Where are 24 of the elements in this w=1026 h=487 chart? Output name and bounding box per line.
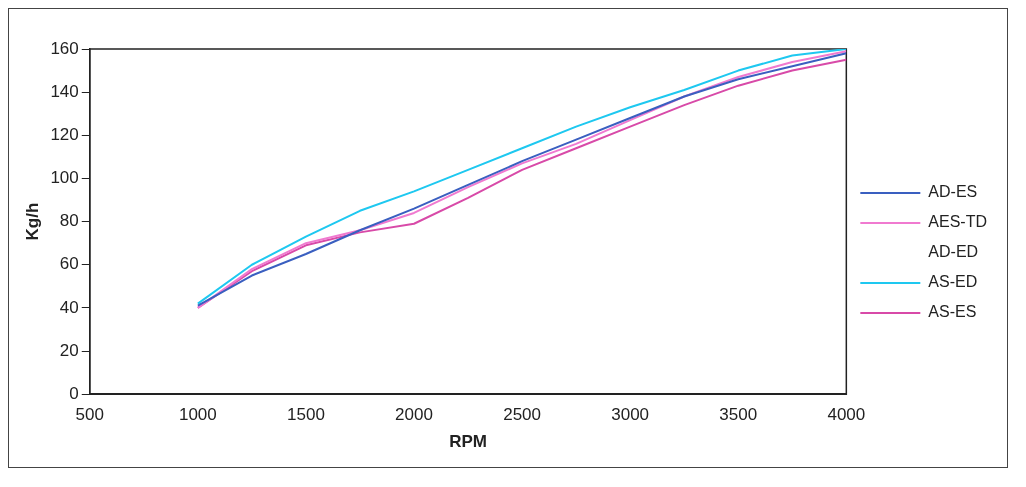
legend-label: AS-ES: [928, 303, 977, 321]
text: AD-ED: [928, 243, 979, 261]
y-tick-label: 60: [59, 254, 79, 274]
y-tick-label: 20: [59, 340, 79, 360]
y-tick-label: 40: [59, 297, 79, 317]
x-tick-label: 1500: [287, 405, 325, 425]
x-tick-label: 2500: [503, 405, 541, 425]
y-tick-label: 160: [50, 38, 79, 58]
legend-label: AS-ED: [928, 273, 978, 291]
x-tick-label: 3000: [611, 405, 650, 425]
x-tick-label: 3500: [719, 405, 758, 425]
y-tick-label: 140: [50, 81, 79, 101]
x-tick-label: 4000: [827, 405, 866, 425]
legend-label: AD-ES: [928, 183, 978, 201]
y-tick-label: 0: [69, 383, 79, 403]
y-tick-label: 100: [50, 168, 79, 188]
y-axis-title: Kg/h: [22, 202, 42, 241]
x-tick-label: 500: [75, 405, 104, 425]
x-axis-title: RPM: [449, 432, 487, 452]
y-tick-label: 120: [50, 124, 79, 144]
legend-label: AES-TD: [928, 213, 987, 231]
x-tick-label: 2000: [395, 405, 433, 425]
y-tick-label: 80: [59, 211, 79, 231]
x-tick-label: 1000: [178, 405, 217, 425]
